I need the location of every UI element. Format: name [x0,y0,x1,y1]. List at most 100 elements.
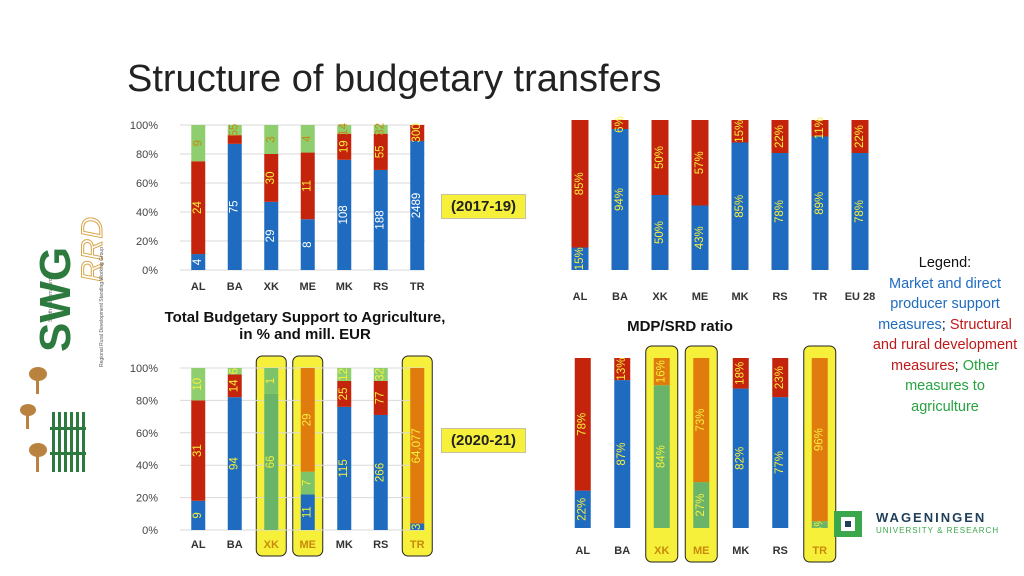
bar-segment-eu 28-red [851,120,869,153]
category-label-ba: BA [612,291,628,303]
data-label: 7 [302,480,314,486]
legend-separator-1: ; [941,316,946,333]
bar-segment-xk-red [653,358,670,386]
y-tick-label: 0% [142,265,158,277]
category-label-eu-28: EU 28 [845,291,876,303]
data-label: 77 [375,392,387,405]
category-label-me: ME [692,291,709,303]
category-label-xk: XK [654,545,669,557]
data-label: 78% [854,200,866,223]
category-label-al: AL [191,539,206,551]
bar-segment-me-blue [300,494,315,530]
bar-segment-rs-green [373,368,388,381]
category-label-mk: MK [731,291,748,303]
data-label: 10 [192,378,204,391]
bar-segment-me-green [300,125,315,153]
bar-segment-tr-blue [811,136,829,270]
legend-green-entry: Other measures to agriculture [905,357,999,415]
bar-segment-al-blue [571,247,589,270]
category-label-tr: TR [410,539,425,551]
bar-segment-rs-red [373,380,388,415]
data-label: 300 [411,123,423,142]
y-tick-label: 80% [136,149,158,161]
bar-segment-rs-blue [772,397,789,528]
swg-top-text: South Eastern Europe [48,273,54,322]
bar-segment-mk-red [337,133,352,160]
wageningen-logo [834,511,862,537]
bar-segment-mk-red [337,380,352,407]
data-label: 11% [814,117,826,139]
period-label-2017-19: (2017-19) [441,194,527,219]
bar-segment-tr-red [811,120,829,137]
data-label: 22% [774,125,786,148]
chart-total-support-2017-19: 0% 20% 40% 60% 80% 100% 4 24 9 AL 75 55 BA 29 30 3 XK 8 11… [130,120,425,293]
data-label: 19 [338,140,350,153]
bar-segment-tr-blue [410,523,425,530]
category-label-xk: XK [264,281,279,293]
category-label-rs: RS [772,291,787,303]
data-label: 188 [375,210,387,229]
legend-blue-entry: Market and direct producer support measu… [878,275,1002,333]
y-tick-label: 20% [136,236,158,248]
bar-segment-xk-green [264,125,279,154]
category-label-tr: TR [813,291,828,303]
bar-segment-rs-red [373,133,388,170]
swg-side-text: Regional Rural Development Standing Work… [99,247,105,367]
data-label: 75 [229,201,241,214]
wur-subtitle: UNIVERSITY & RESEARCH [876,526,1000,535]
data-label: 30 [265,172,277,185]
category-label-rs: RS [373,539,388,551]
bar-segment-tr-blue [410,140,425,270]
data-label: 15% [734,120,746,143]
bar-segment-tr-red [811,358,828,522]
data-label: 11 [302,180,314,192]
data-label: 50% [654,221,666,244]
caption-line2: in % and mill. EUR [239,326,371,343]
legend-heading: Legend: [918,255,972,271]
bar-segment-mk-blue [732,388,749,528]
data-label: 16% [656,360,668,383]
bar-segment-xk-blue [264,201,279,270]
bar-segment-mk-red [732,358,749,389]
bar-segment-al-green [191,125,206,162]
wur-title: WAGENINGEN [876,510,987,525]
data-label: 55 [229,124,241,137]
swg-rrd-text: RRD [76,217,109,282]
bar-segment-rs-blue [373,414,388,530]
bar-segment-tr-orange [410,368,425,524]
data-label: 85% [734,195,746,218]
bar-segment-ba-red [227,374,242,398]
data-label: 15% [574,247,586,270]
data-label: 9 [192,512,204,518]
bar-segment-al-green [191,368,206,401]
bar-segment-me-blue [300,219,315,270]
category-label-ba: BA [227,281,243,293]
data-label: 96% [814,428,826,451]
bar-segment-al-blue [191,254,206,270]
data-label: 4 [192,258,204,265]
data-label: 3 [265,136,277,142]
bar-segment-mk-blue [337,406,352,530]
data-label: 94 [229,457,241,470]
bar-segment-mk-blue [731,142,749,270]
bar-segment-rs-blue [373,169,388,270]
chart-ratio-2020-21: 22% 78% AL 87% 13% BA 84% 16% XK 27% 73% ME 82% 18% MK… [574,345,837,563]
y-tick-label: 20% [136,493,158,505]
bar-segment-xk-blue [264,393,279,530]
bar-segment-me-blue [693,482,710,528]
y-tick-label: 40% [136,207,158,219]
bar-segment-al-blue [191,500,206,530]
data-label: 25 [338,388,350,401]
data-label: 32 [375,368,387,381]
y-tick-label: 80% [136,395,158,407]
bar-segment-eu 28-blue [851,153,869,270]
bar-segment-al-red [191,400,206,501]
chart-ratio-caption: MDP/SRD ratio [627,318,733,335]
bar-segment-me-red [693,358,710,483]
category-label-al: AL [191,281,206,293]
swg-mark-text: SWG [31,247,80,352]
data-label: 78% [577,413,589,436]
category-label-me: ME [300,539,317,551]
bar-segment-ba-red [227,135,242,144]
y-tick-label: 100% [130,363,158,375]
